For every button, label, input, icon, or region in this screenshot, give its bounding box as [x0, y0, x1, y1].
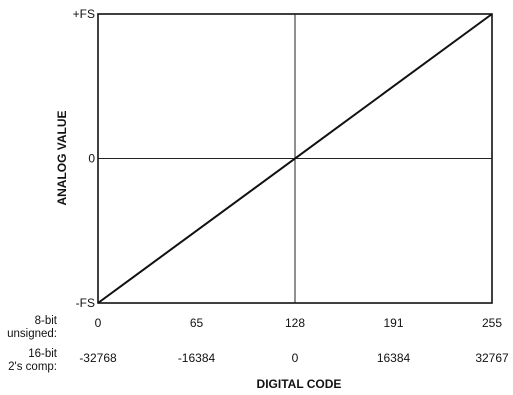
x-row-label: 2's comp:: [8, 361, 57, 373]
y-tick-label: -FS: [76, 296, 95, 310]
x-row-label: unsigned:: [7, 328, 57, 340]
x-tick-label: 65: [190, 316, 204, 330]
y-tick-label: 0: [88, 152, 95, 166]
x-tick-label: 0: [95, 316, 102, 330]
y-tick-layer: +FS 0 -FS: [73, 7, 96, 310]
x-row-label: 8-bit: [35, 315, 58, 327]
x-tick-label: 191: [383, 316, 403, 330]
y-axis-title: ANALOG VALUE: [55, 110, 69, 205]
x-tick-label: 128: [285, 316, 305, 330]
x-tick-label: 255: [482, 316, 502, 330]
x-tick-label: 32767: [475, 351, 509, 365]
y-tick-label: +FS: [73, 7, 95, 21]
x-axis-title: DIGITAL CODE: [257, 377, 342, 391]
x-tick-label: -16384: [178, 351, 216, 365]
x-tick-label: 16384: [377, 351, 411, 365]
x-tick-label: -32768: [79, 351, 117, 365]
x-row-label: 16-bit: [28, 348, 58, 360]
x-tick-label: 0: [292, 351, 299, 365]
series-line-0: [97, 13, 493, 304]
series-layer: [97, 13, 493, 304]
